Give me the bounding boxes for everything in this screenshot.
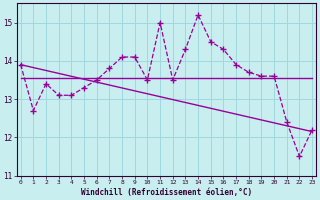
- X-axis label: Windchill (Refroidissement éolien,°C): Windchill (Refroidissement éolien,°C): [81, 188, 252, 197]
